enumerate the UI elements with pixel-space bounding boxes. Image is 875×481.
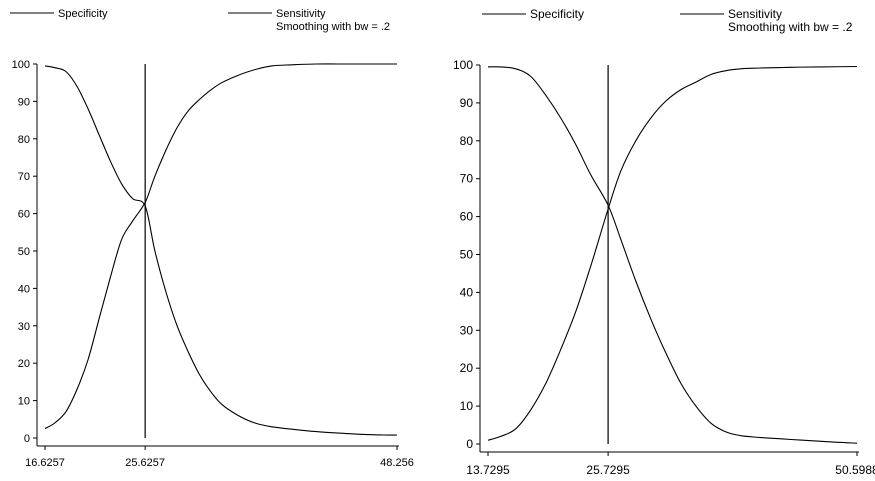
y-tick-label: 50 — [18, 246, 30, 258]
y-tick-label: 30 — [460, 323, 474, 337]
series-line-sensitivity — [44, 63, 397, 430]
y-tick-label: 20 — [460, 361, 474, 375]
y-tick-label: 90 — [18, 96, 30, 108]
y-tick-label: 60 — [460, 210, 474, 224]
y-tick-label: 70 — [18, 171, 30, 183]
y-tick-label: 10 — [460, 399, 474, 413]
y-tick-label: 10 — [18, 396, 30, 408]
x-tick-label: 16.6257 — [25, 457, 65, 469]
legend-label-sensitivity: Sensitivity — [276, 8, 326, 20]
x-tick-label: 25.6257 — [125, 457, 165, 469]
x-tick-label: 13.7295 — [466, 463, 510, 477]
y-tick-label: 0 — [466, 437, 473, 451]
legend-note: Smoothing with bw = .2 — [728, 20, 853, 34]
y-tick-label: 20 — [18, 358, 30, 370]
y-tick-label: 70 — [460, 172, 474, 186]
series-line-sensitivity — [487, 65, 858, 441]
legend-label-sensitivity: Sensitivity — [728, 7, 782, 21]
y-tick-label: 40 — [18, 283, 30, 295]
y-tick-label: 50 — [460, 248, 474, 262]
y-tick-label: 80 — [460, 134, 474, 148]
y-tick-label: 30 — [18, 321, 30, 333]
y-tick-label: 100 — [12, 59, 30, 71]
y-tick-label: 80 — [18, 134, 30, 146]
y-tick-label: 60 — [18, 209, 30, 221]
y-tick-label: 40 — [460, 285, 474, 299]
x-tick-label: 25.7295 — [586, 463, 630, 477]
x-tick-label: 50.5988 — [835, 463, 875, 477]
x-tick-label: 48.256 — [380, 457, 414, 469]
y-tick-label: 90 — [460, 96, 474, 110]
y-tick-label: 100 — [453, 58, 473, 72]
series-line-specificity — [44, 65, 398, 436]
legend-label-specificity: Specificity — [58, 8, 108, 20]
series-line-specificity — [487, 66, 858, 444]
legend-label-specificity: Specificity — [530, 7, 584, 21]
legend-note: Smoothing with bw = .2 — [276, 21, 390, 33]
y-tick-label: 0 — [24, 433, 30, 445]
